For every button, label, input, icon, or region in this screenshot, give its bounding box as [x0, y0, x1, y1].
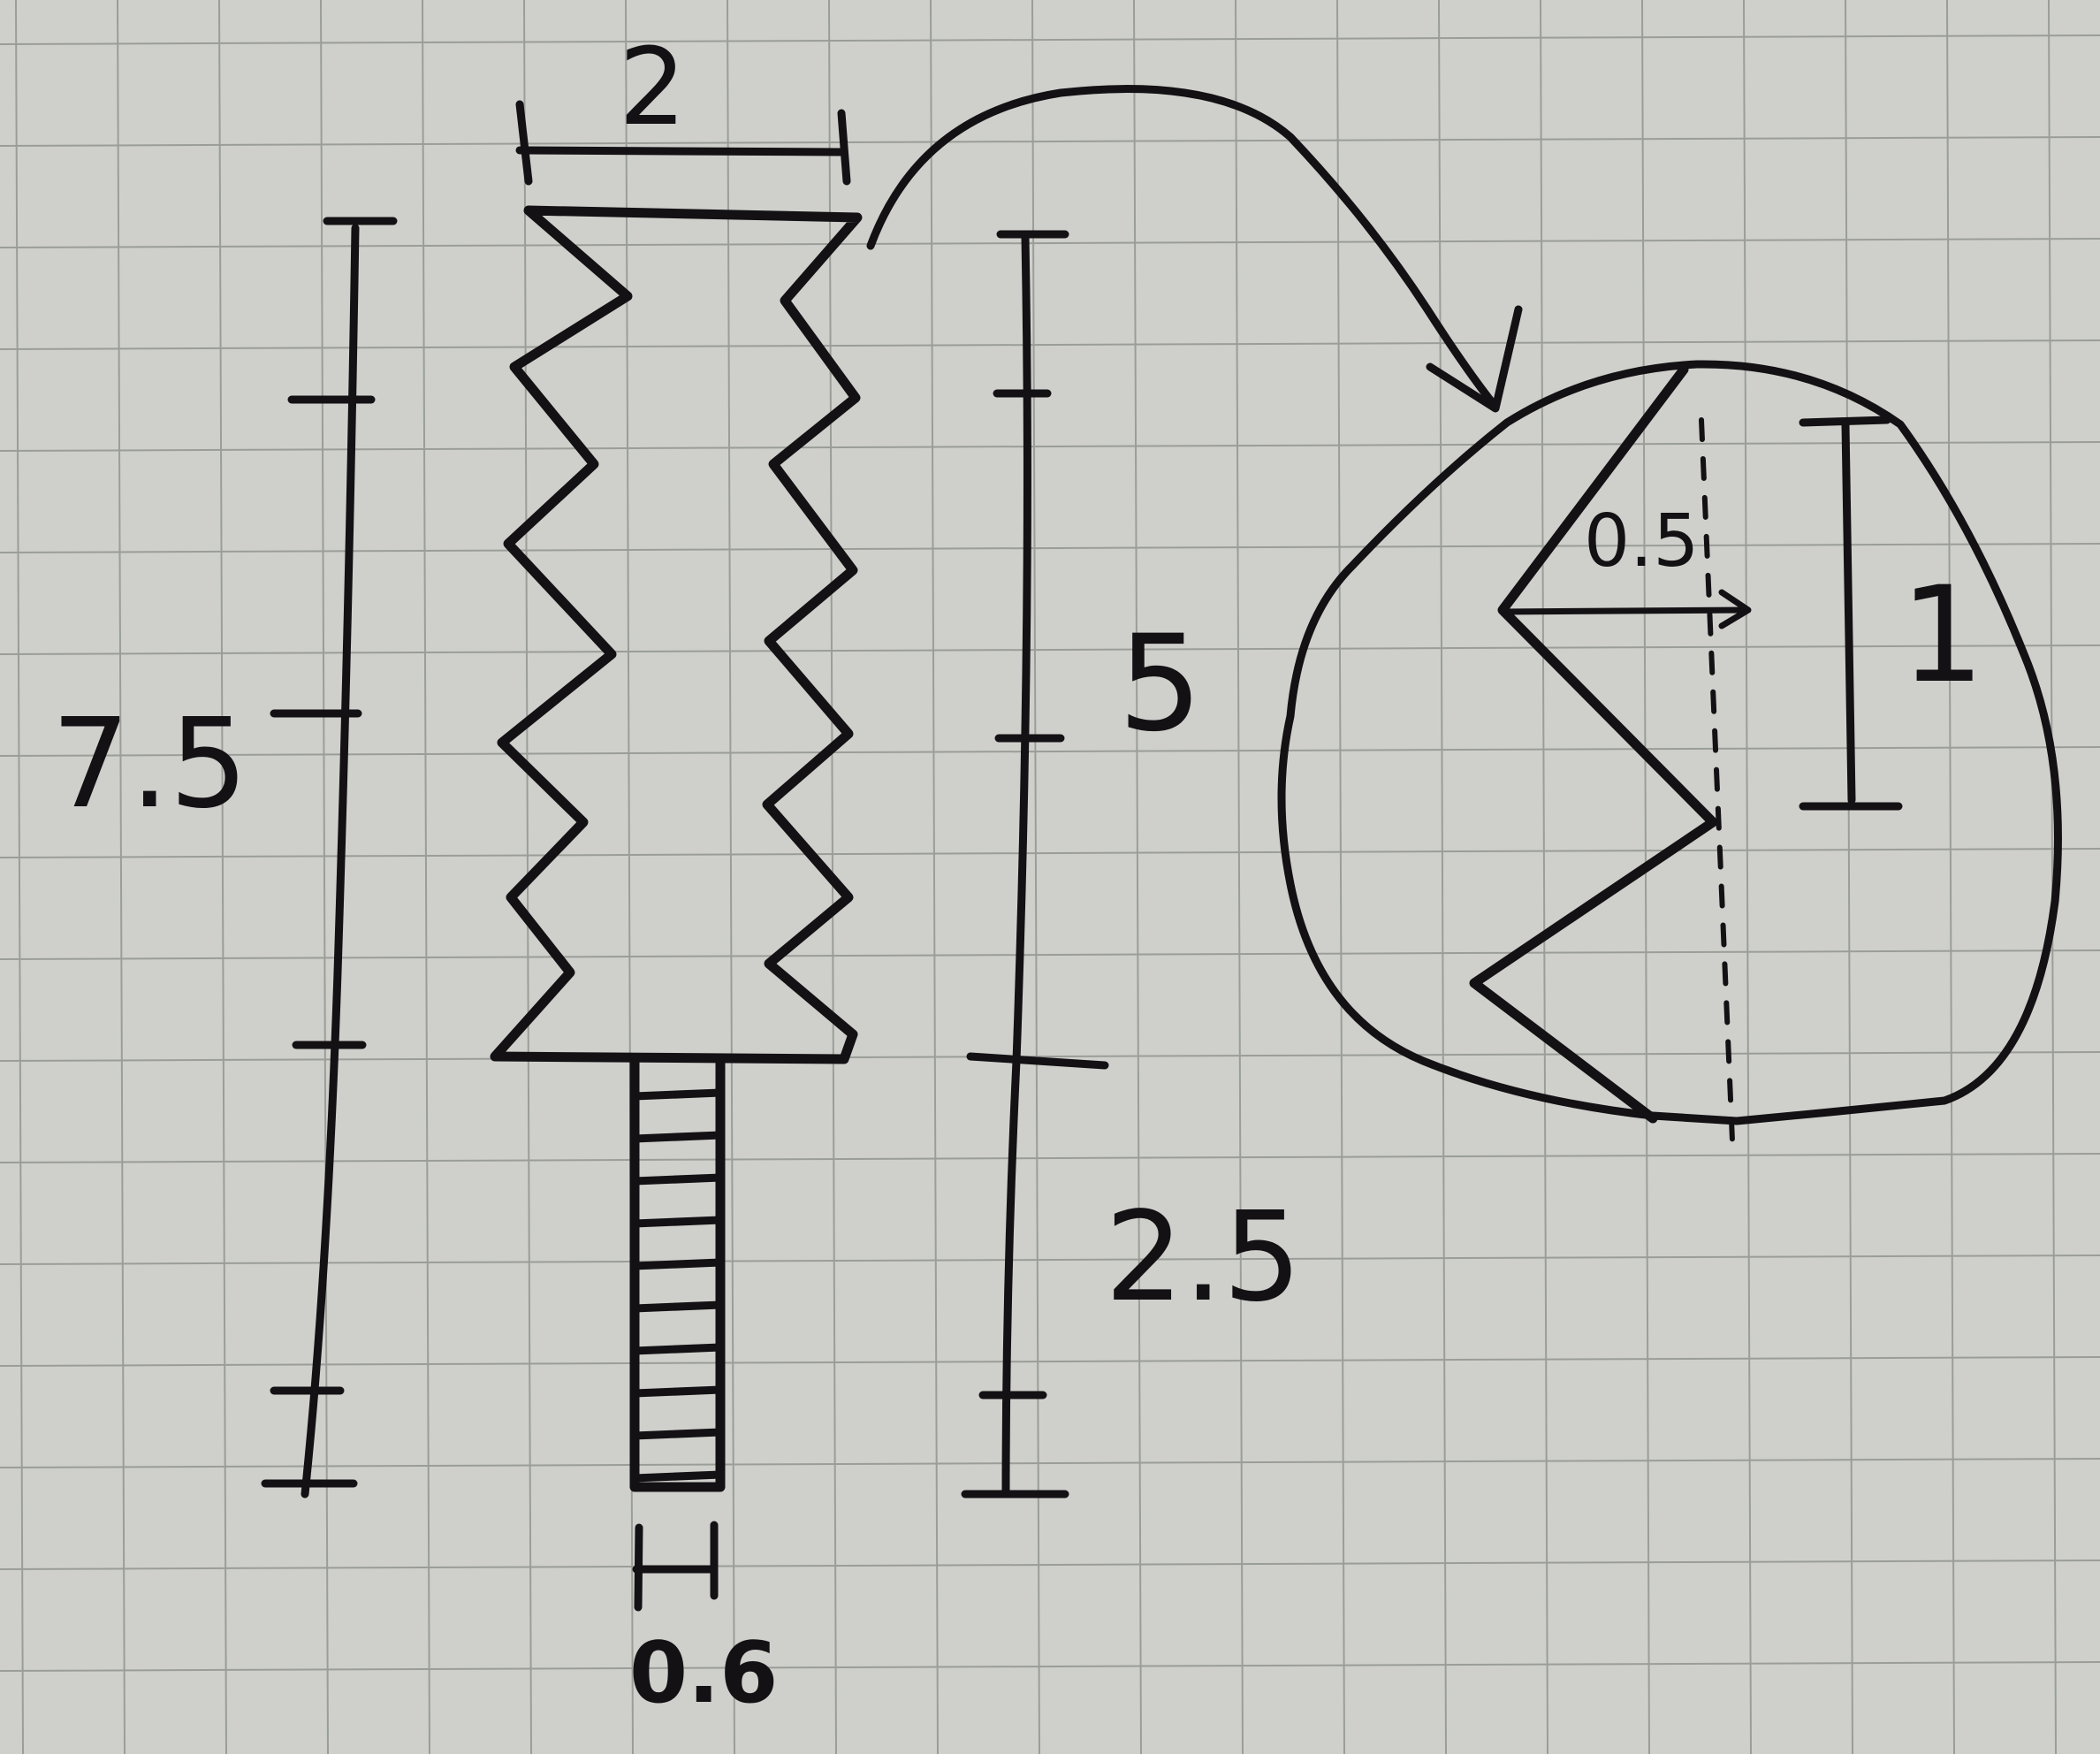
grid-line — [1133, 0, 1142, 1754]
grip-line — [630, 1300, 725, 1313]
grid-line — [0, 1254, 2100, 1265]
grid-line — [0, 1458, 2100, 1468]
tick-mark — [837, 109, 851, 186]
grid-line — [1235, 0, 1244, 1754]
handle-width-dimension — [632, 1521, 719, 1612]
top-width-dimension — [515, 100, 851, 186]
tick-mark — [1799, 416, 1891, 427]
grid-line — [0, 1051, 2100, 1062]
grip-line — [630, 1173, 725, 1186]
handle-grip-lines — [630, 1088, 725, 1483]
detail-bubble-outline — [1277, 360, 2062, 1125]
grip-line — [630, 1131, 725, 1143]
grid-line — [0, 543, 2100, 553]
grid-line — [15, 0, 24, 1754]
total-length-label: 7.5 — [51, 692, 248, 836]
grid-line — [1031, 0, 1040, 1754]
detail-tooth-profile — [1469, 364, 1718, 1124]
detail-reference-line — [1699, 417, 1735, 1143]
serrated-blade-outline — [490, 205, 863, 1064]
grid-line — [0, 1661, 2100, 1672]
grid-line — [2048, 0, 2057, 1754]
tooth-depth-label: 0.5 — [1584, 500, 1699, 583]
grid-line — [1641, 0, 1650, 1754]
tooth-depth-dimension-line — [1499, 606, 1749, 615]
grid-line — [1438, 0, 1447, 1754]
grid-line — [218, 0, 227, 1754]
tooth-detail — [1277, 360, 2062, 1143]
tooth-height-dimension — [1799, 416, 1903, 811]
grip-line — [630, 1258, 725, 1270]
handle-width-label: 0.6 — [629, 1625, 778, 1722]
grip-line — [630, 1385, 725, 1398]
grid-line — [117, 0, 126, 1754]
grip-line — [630, 1216, 725, 1228]
handle-length-label: 2.5 — [1105, 1186, 1302, 1330]
grip-line — [630, 1088, 725, 1101]
grid-line — [1743, 0, 1752, 1754]
tooth-depth-arrowhead — [1718, 589, 1752, 629]
right-dimension — [961, 230, 1109, 1499]
grid-line — [0, 746, 2100, 757]
grid-line — [0, 136, 2100, 147]
dimension-line — [301, 224, 360, 1499]
serrated-length-label: 5 — [1118, 607, 1202, 761]
grid-line — [930, 0, 939, 1754]
tooth-height-label: 1 — [1900, 559, 1984, 713]
grid-line — [1336, 0, 1345, 1754]
dimension-line — [515, 146, 844, 156]
dimension-line — [1001, 233, 1031, 1499]
grip-line — [630, 1343, 725, 1355]
handle — [629, 1054, 726, 1492]
grid-line — [0, 441, 2100, 452]
detail-arrow — [866, 85, 1523, 413]
grid-line — [0, 644, 2100, 655]
grip-line — [630, 1428, 725, 1440]
grid-line — [0, 1560, 2100, 1570]
grid-line — [0, 1356, 2100, 1367]
grid-line — [0, 1153, 2100, 1163]
handle-outline — [629, 1054, 726, 1492]
grip-line — [630, 1470, 725, 1483]
grid-line — [0, 238, 2100, 248]
grid-line — [1845, 0, 1853, 1754]
arrow-curve — [866, 85, 1500, 411]
grid-line — [320, 0, 329, 1754]
tick-mark — [515, 100, 533, 186]
tick-mark — [966, 1052, 1109, 1070]
grid-line — [727, 0, 735, 1754]
grid-line — [1946, 0, 1955, 1754]
grid-line — [0, 848, 2100, 858]
total-length-dimension — [261, 217, 398, 1499]
grid-line — [0, 34, 2100, 45]
grid-line — [1540, 0, 1548, 1754]
grid-line — [422, 0, 430, 1754]
arrow-head — [1426, 305, 1523, 413]
dimension-line — [1841, 420, 1856, 805]
grid-line — [0, 949, 2100, 960]
grid-line — [0, 339, 2100, 350]
top-width-label: 2 — [619, 27, 686, 149]
